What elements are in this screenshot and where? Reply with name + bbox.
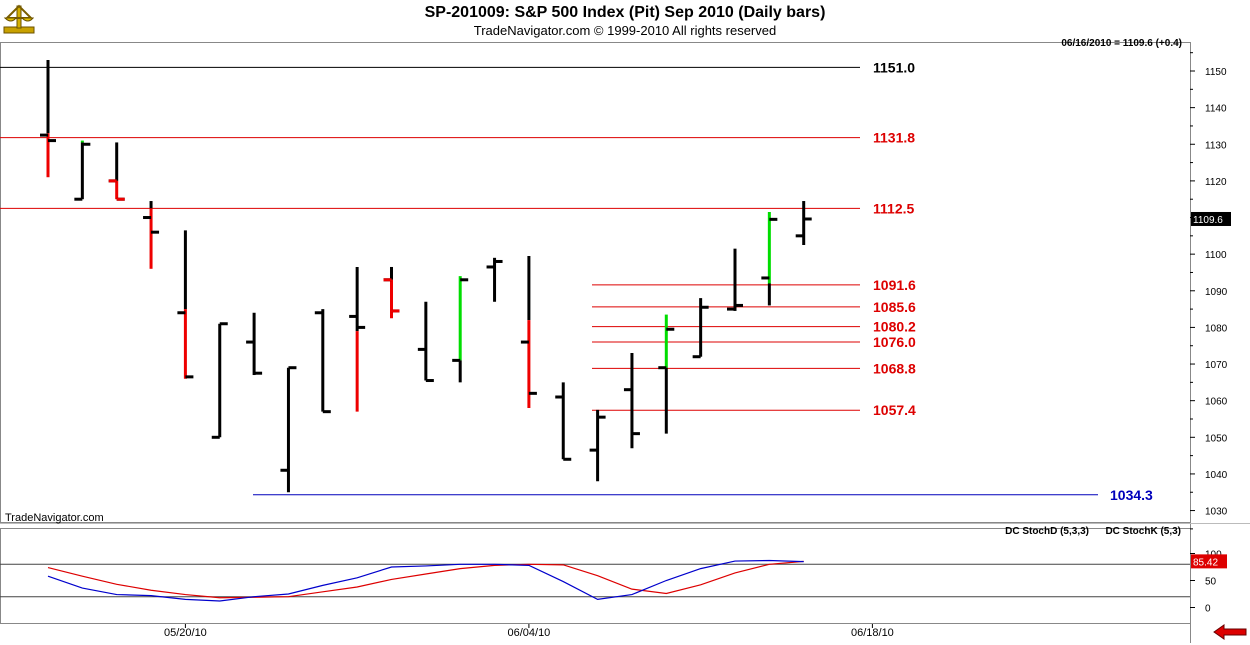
chart-title: SP-201009: S&P 500 Index (Pit) Sep 2010 … bbox=[424, 4, 826, 21]
stoch-k-line bbox=[47, 559, 804, 602]
ohlc-bar bbox=[314, 309, 331, 414]
y-tick-label: 1050 bbox=[1205, 433, 1228, 444]
stoch-last-box bbox=[1191, 554, 1227, 569]
stoch-last-label: 85.42 bbox=[1193, 557, 1218, 568]
ohlc-bar bbox=[211, 322, 228, 439]
level-label: 1080.2 bbox=[873, 319, 916, 335]
y-tick-label: 1140 bbox=[1205, 104, 1227, 115]
ohlc-bar bbox=[795, 201, 812, 245]
y-tick-label: 1060 bbox=[1205, 397, 1228, 408]
ohlc-bar bbox=[520, 255, 537, 408]
y-tick-label: 1130 bbox=[1205, 140, 1227, 151]
ohlc-bar bbox=[143, 201, 160, 269]
last-price-label: 1109.6 bbox=[1193, 215, 1223, 226]
indicator-panel bbox=[0, 528, 1191, 624]
level-label: 1034.3 bbox=[1110, 487, 1153, 503]
last-price-box bbox=[1191, 211, 1231, 226]
ohlc-bar bbox=[40, 60, 56, 178]
y-tick-label: 1120 bbox=[1205, 177, 1227, 188]
stoch-k-legend[interactable]: DC StochK (5,3) bbox=[1105, 526, 1181, 537]
watermark: TradeNavigator.com bbox=[5, 512, 104, 524]
y-tick-label: 1040 bbox=[1205, 470, 1228, 481]
y-tick-label: 1030 bbox=[1205, 507, 1228, 518]
ohlc-bar bbox=[658, 314, 675, 434]
level-label: 1076.0 bbox=[873, 334, 916, 350]
ohlc-bar bbox=[280, 366, 297, 493]
x-tick-label: 06/18/10 bbox=[851, 627, 894, 639]
level-label: 1091.6 bbox=[873, 277, 916, 293]
ohlc-bar bbox=[486, 257, 503, 302]
ohlc-bar bbox=[246, 312, 263, 376]
level-label: 1085.6 bbox=[873, 299, 916, 315]
y-tick-label: 1090 bbox=[1205, 287, 1228, 298]
stoch-y-tick-label: 50 bbox=[1205, 577, 1217, 588]
level-label: 1151.0 bbox=[873, 59, 915, 75]
x-tick-label: 05/20/10 bbox=[164, 627, 207, 639]
last-price-info: 06/16/2010 = 1109.6 (+0.4) bbox=[1061, 38, 1182, 49]
ohlc-bar bbox=[74, 140, 91, 201]
y-tick-label: 1150 bbox=[1205, 67, 1227, 78]
price-panel bbox=[0, 42, 1191, 523]
level-label: 1131.8 bbox=[873, 130, 915, 146]
back-arrow-icon[interactable] bbox=[1212, 624, 1248, 645]
level-label: 1112.5 bbox=[873, 200, 914, 216]
x-tick-label: 06/04/10 bbox=[507, 627, 550, 639]
y-tick-label: 1070 bbox=[1205, 360, 1228, 371]
ohlc-bar bbox=[727, 248, 743, 311]
ohlc-bar bbox=[589, 409, 606, 482]
stoch-d-line bbox=[47, 560, 804, 599]
stoch-y-tick-label: 0 bbox=[1205, 604, 1211, 615]
level-label: 1068.8 bbox=[873, 360, 916, 376]
y-tick-label: 1080 bbox=[1205, 323, 1228, 334]
chart-subtitle: TradeNavigator.com © 1999-2010 All right… bbox=[473, 23, 777, 38]
ohlc-bar bbox=[555, 382, 572, 461]
ohlc-bar bbox=[692, 298, 709, 359]
level-label: 1057.4 bbox=[873, 402, 916, 418]
ohlc-bar bbox=[623, 353, 640, 449]
ohlc-bar bbox=[349, 266, 366, 412]
y-tick-label: 1100 bbox=[1205, 250, 1227, 261]
ohlc-bar bbox=[177, 230, 194, 379]
ohlc-bar bbox=[417, 301, 434, 383]
trade-navigator-logo[interactable] bbox=[2, 2, 38, 36]
ohlc-bar bbox=[761, 212, 778, 306]
stoch-d-legend[interactable]: DC StochD (5,3,3) bbox=[1005, 526, 1089, 537]
ohlc-bar bbox=[452, 276, 469, 383]
